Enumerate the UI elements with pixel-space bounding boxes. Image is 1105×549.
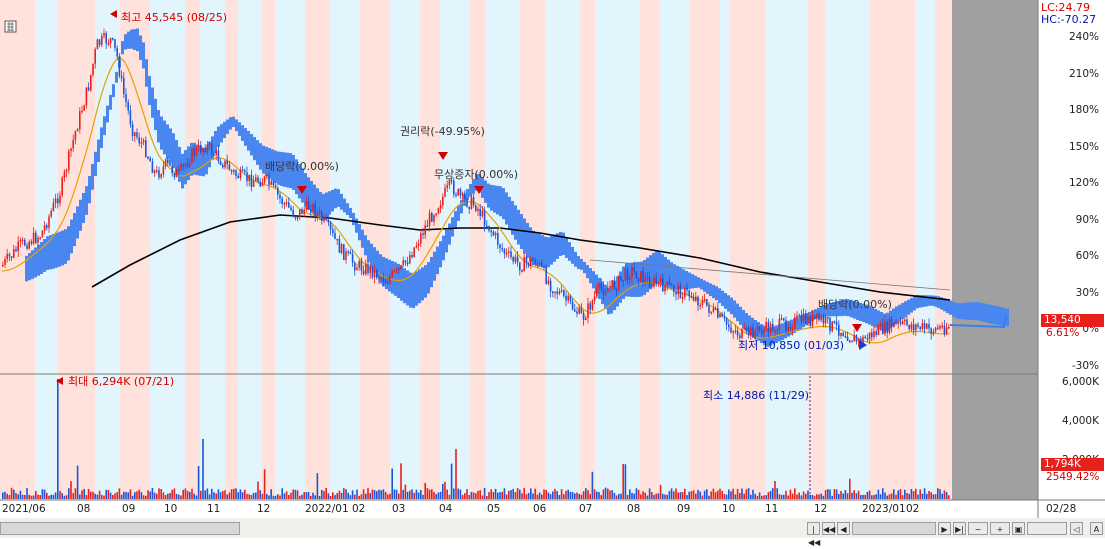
price-axis-label: 240% <box>1068 31 1099 43</box>
scroll-forward-button[interactable]: ▶ <box>938 522 951 535</box>
current-change: 6.61% <box>1046 327 1080 339</box>
date-axis-label: 2021/06 <box>2 503 46 515</box>
low-annotation: 최저 10,850 (01/03) <box>738 339 845 352</box>
future-area <box>952 0 1038 500</box>
zoom-in-button[interactable]: + <box>990 522 1010 535</box>
scroll-fast-back-button[interactable]: ◀◀ <box>822 522 835 535</box>
date-axis-label: 2023/01 <box>862 503 906 515</box>
date-axis-label: 07 <box>579 503 593 515</box>
range-bar[interactable] <box>1027 522 1067 535</box>
trend-line <box>589 259 951 291</box>
date-axis-label: 03 <box>392 503 406 515</box>
dividend-annotation-1: 배당락(0.00%) <box>265 160 339 173</box>
date-axis-label: 11 <box>207 503 221 515</box>
text-option-button[interactable]: A <box>1090 522 1103 535</box>
date-axis-label: 09 <box>122 503 136 515</box>
price-axis-label: 90% <box>1075 213 1099 226</box>
current-volume-badge: 1,794K <box>1041 458 1104 471</box>
date-axis-label: 11 <box>765 503 779 515</box>
long-moving-average <box>91 214 951 301</box>
price-axis-label: 180% <box>1068 104 1099 116</box>
bonus-issue-annotation: 무상증자(0.00%) <box>434 168 519 181</box>
price-axis-label: 30% <box>1075 286 1099 299</box>
fit-button[interactable]: ▣ <box>1012 522 1025 535</box>
lc-indicator: LC:24.79 <box>1041 1 1091 14</box>
volume-axis-label: 4,000K <box>1062 415 1099 427</box>
date-axis-label: 08 <box>77 503 91 515</box>
volume-min-annotation: 최소 14,886 (11/29) <box>703 389 810 402</box>
date-axis-label: 02 <box>906 503 920 515</box>
date-axis-label: 12 <box>814 503 828 515</box>
scroll-back-button[interactable]: ◀ <box>837 522 850 535</box>
price-axis-label: 120% <box>1068 177 1099 189</box>
current-volume-pct: 2549.42% <box>1046 471 1100 483</box>
period-background-bands <box>0 0 952 500</box>
hc-indicator: HC:-70.27 <box>1041 13 1097 26</box>
date-axis-label: 2022/01 <box>305 503 349 515</box>
current-price-badge: 13,540 <box>1041 314 1104 327</box>
zoom-slider[interactable] <box>852 522 936 535</box>
reset-button[interactable]: ◁ <box>1070 522 1083 535</box>
high-annotation: 최고 45,545 (08/25) <box>121 11 228 24</box>
short-moving-average <box>1 57 951 344</box>
grid-toggle-icon[interactable] <box>4 20 17 33</box>
date-axis-label: 04 <box>439 503 453 515</box>
scroll-last-button[interactable]: ▶| <box>953 522 966 535</box>
rights-annotation: 권리락(-49.95%) <box>400 125 485 138</box>
date-axis-label: 05 <box>487 503 501 515</box>
date-axis-label: 02 <box>352 503 366 515</box>
projection-line <box>949 315 1007 329</box>
scroll-first-button[interactable]: |◀◀ <box>807 522 820 547</box>
date-axis-label: 10 <box>164 503 178 515</box>
horizontal-scrollbar[interactable] <box>0 522 240 535</box>
volume-axis-label: 6,000K <box>1062 376 1099 388</box>
volume-bars <box>2 379 950 499</box>
date-axis-label: 12 <box>257 503 271 515</box>
date-axis-label: 02/28 <box>1046 503 1077 515</box>
price-candles <box>2 28 950 349</box>
zoom-out-button[interactable]: − <box>968 522 988 535</box>
stock-chart[interactable] <box>0 0 1105 538</box>
event-markers <box>56 10 867 496</box>
price-axis-label: 60% <box>1075 250 1099 262</box>
volume-max-annotation: 최대 6,294K (07/21) <box>68 375 175 388</box>
date-axis-label: 10 <box>722 503 736 515</box>
price-axis-label: 150% <box>1068 140 1099 153</box>
date-axis-label: 06 <box>533 503 547 515</box>
dividend-annotation-2: 배당락(0.00%) <box>818 298 892 311</box>
price-axis-label: -30% <box>1071 359 1099 372</box>
date-axis-label: 09 <box>677 503 691 515</box>
price-axis-label: 210% <box>1068 67 1099 80</box>
date-axis-label: 08 <box>627 503 641 515</box>
